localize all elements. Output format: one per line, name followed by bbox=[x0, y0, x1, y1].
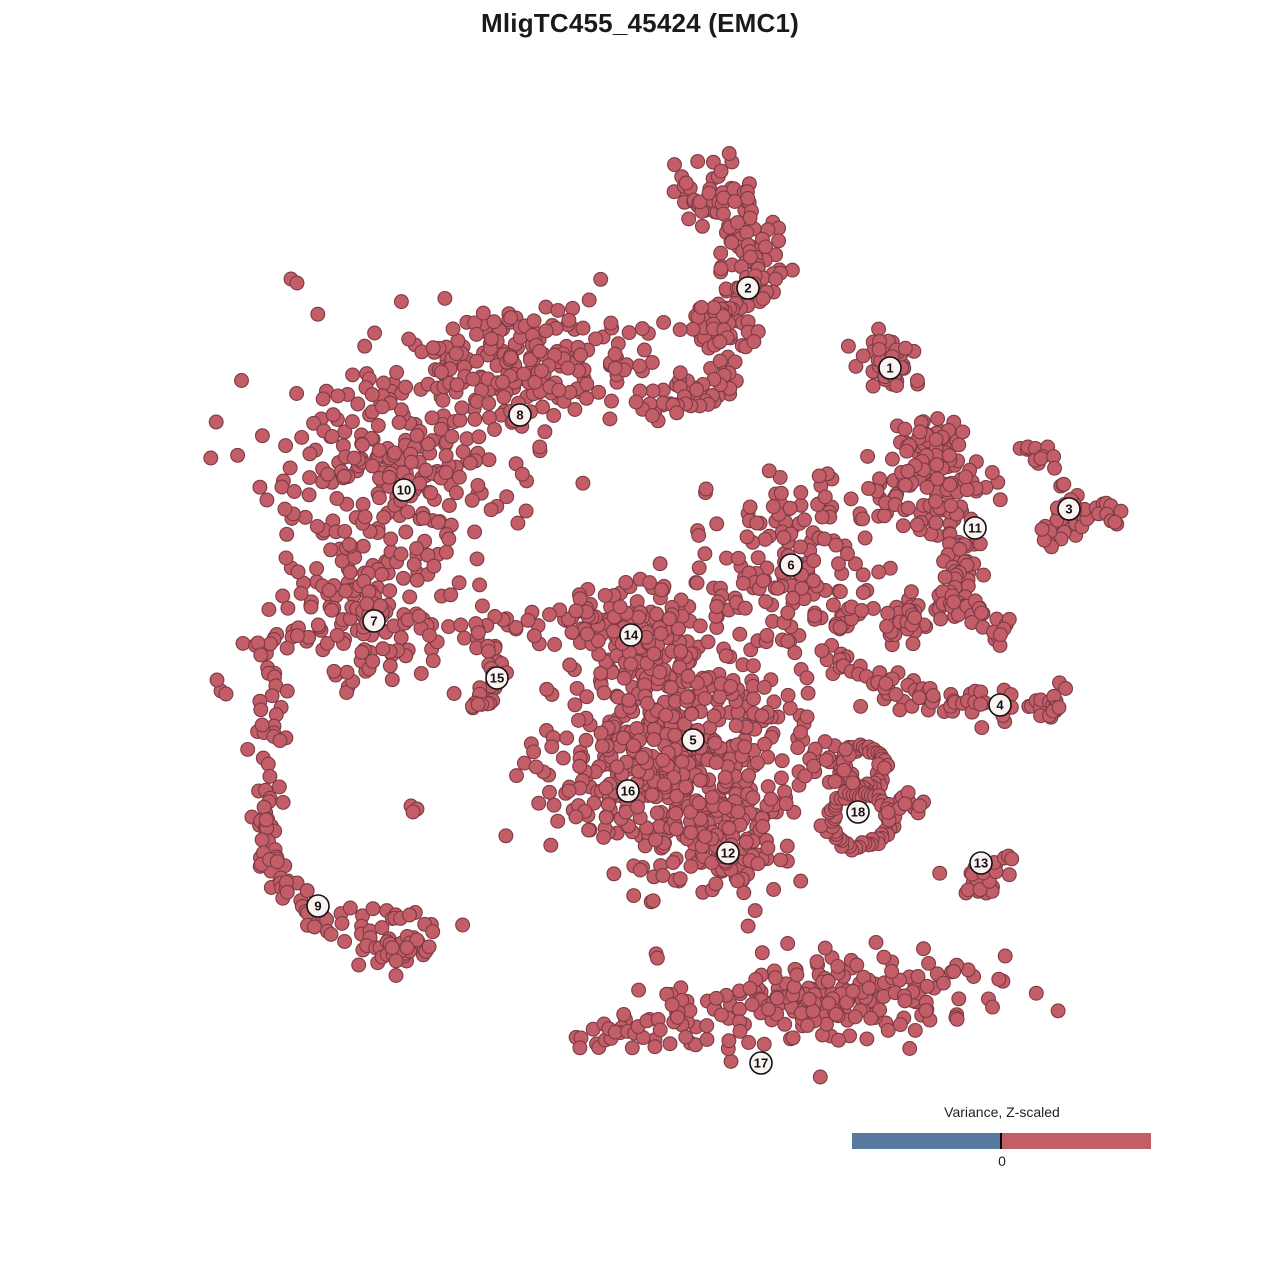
svg-text:18: 18 bbox=[851, 805, 865, 820]
svg-text:12: 12 bbox=[721, 846, 735, 861]
svg-text:8: 8 bbox=[516, 408, 523, 423]
svg-text:17: 17 bbox=[754, 1056, 768, 1071]
svg-text:14: 14 bbox=[624, 628, 639, 643]
svg-text:5: 5 bbox=[689, 733, 696, 748]
svg-text:2: 2 bbox=[744, 281, 751, 296]
svg-text:11: 11 bbox=[968, 521, 982, 536]
svg-text:13: 13 bbox=[974, 856, 988, 871]
svg-text:16: 16 bbox=[621, 784, 635, 799]
svg-text:15: 15 bbox=[490, 671, 504, 686]
svg-text:10: 10 bbox=[397, 483, 411, 498]
svg-text:4: 4 bbox=[996, 698, 1004, 713]
svg-text:7: 7 bbox=[370, 614, 377, 629]
svg-text:3: 3 bbox=[1065, 502, 1072, 517]
svg-text:1: 1 bbox=[886, 361, 893, 376]
svg-text:9: 9 bbox=[314, 899, 321, 914]
svg-text:6: 6 bbox=[787, 558, 794, 573]
